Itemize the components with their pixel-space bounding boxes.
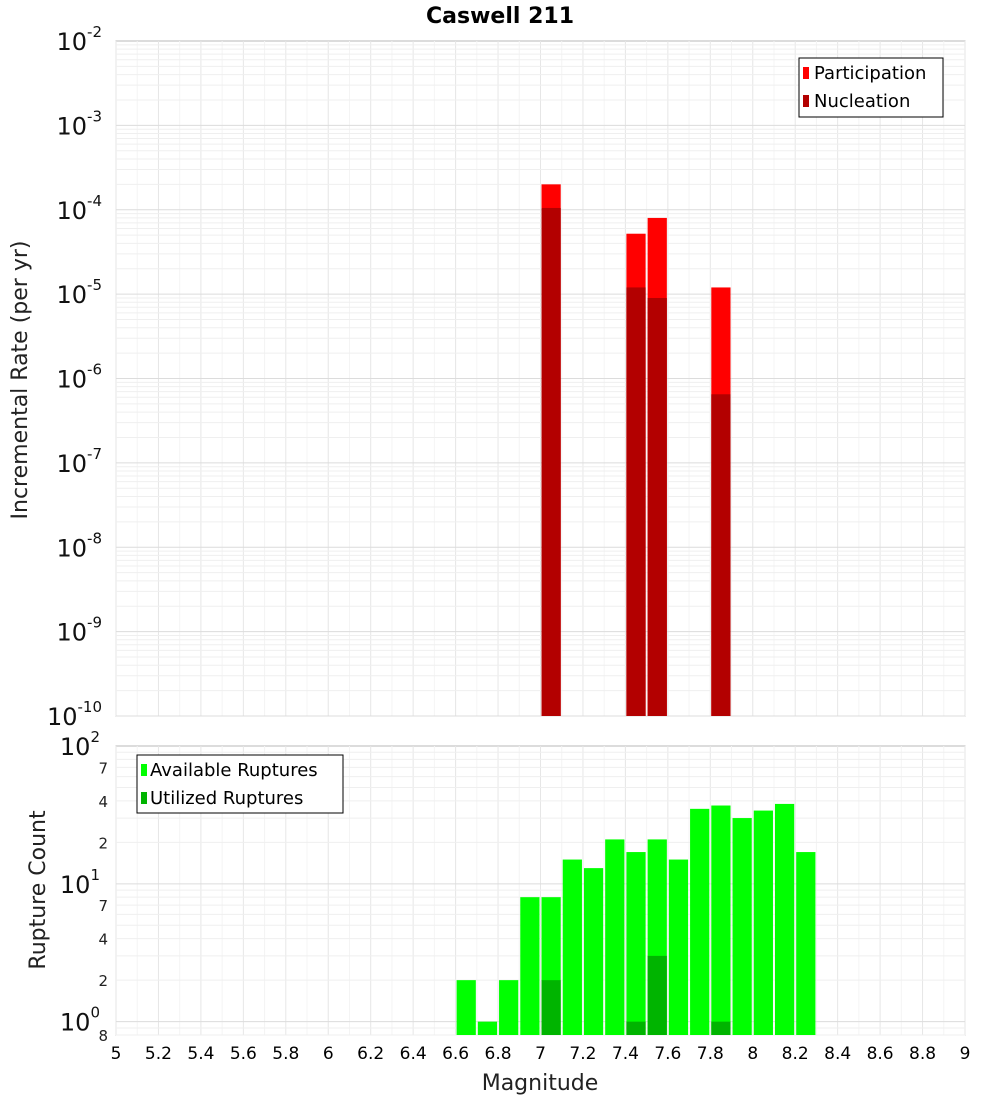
count-y-tick-label: 100 bbox=[60, 1004, 100, 1037]
x-tick-label: 5.2 bbox=[145, 1044, 172, 1064]
count-y-axis-label: Rupture Count bbox=[26, 810, 51, 970]
nucleation-legend-swatch bbox=[803, 95, 809, 107]
rate-gridlines bbox=[115, 41, 966, 717]
count-y-minor-tick-label: 2 bbox=[98, 834, 108, 852]
count-panel: 102 101 100 7 4 2 7 4 2 8 5 5.2 5.4 5.6 5.8 6 6.2 6.4 6.6… bbox=[26, 728, 970, 1096]
x-tick-label: 5 bbox=[111, 1044, 122, 1064]
count-y-ticks: 102 101 100 7 4 2 7 4 2 8 bbox=[60, 728, 108, 1045]
participation-legend-label: Participation bbox=[814, 63, 926, 84]
x-tick-label: 8.4 bbox=[824, 1044, 851, 1064]
x-tick-label: 5.8 bbox=[272, 1044, 299, 1064]
available-ruptures-bar bbox=[732, 818, 752, 1035]
x-tick-label: 7.4 bbox=[612, 1044, 639, 1064]
nucleation-bar bbox=[626, 287, 646, 716]
rate-panel: 10-2 10-3 10-4 10-5 10-6 10-7 10-8 10-9 10-10 In… bbox=[8, 23, 966, 731]
available-ruptures-bar bbox=[477, 1021, 498, 1035]
rate-y-tick-label: 10-7 bbox=[56, 445, 102, 478]
x-axis-label: Magnitude bbox=[482, 1071, 599, 1096]
x-tick-label: 5.4 bbox=[187, 1044, 214, 1064]
x-tick-label: 7 bbox=[535, 1044, 546, 1064]
x-tick-label: 6.4 bbox=[400, 1044, 427, 1064]
available-legend-label: Available Ruptures bbox=[150, 760, 318, 781]
count-y-tick-label: 102 bbox=[60, 728, 100, 761]
x-tick-label: 7.6 bbox=[654, 1044, 681, 1064]
count-y-minor-tick-label: 7 bbox=[98, 759, 108, 777]
available-ruptures-bar bbox=[583, 868, 604, 1035]
x-tick-label: 7.2 bbox=[569, 1044, 596, 1064]
rate-y-tick-label: 10-2 bbox=[56, 23, 102, 56]
x-tick-label: 9 bbox=[960, 1044, 971, 1064]
utilized-ruptures-bar bbox=[541, 980, 561, 1035]
x-tick-label: 6.6 bbox=[442, 1044, 469, 1064]
available-ruptures-bar bbox=[753, 810, 773, 1035]
count-bars bbox=[456, 803, 816, 1035]
rate-y-tick-label: 10-3 bbox=[56, 107, 102, 140]
nucleation-bar bbox=[541, 207, 561, 716]
available-ruptures-bar bbox=[668, 859, 689, 1035]
count-legend-box bbox=[136, 754, 344, 814]
count-y-minor-tick-label: 8 bbox=[98, 1027, 108, 1045]
available-ruptures-bar bbox=[711, 805, 731, 1035]
rate-legend-box bbox=[798, 57, 944, 118]
rate-y-tick-label: 10-10 bbox=[47, 698, 102, 731]
rate-y-axis-label: Incremental Rate (per yr) bbox=[8, 241, 33, 520]
count-y-minor-tick-label: 2 bbox=[98, 972, 108, 990]
x-tick-label: 6.2 bbox=[357, 1044, 384, 1064]
utilized-ruptures-bar bbox=[647, 955, 667, 1035]
chart-title: Caswell 211 bbox=[426, 4, 574, 29]
x-tick-label: 6 bbox=[323, 1044, 334, 1064]
utilized-legend-swatch bbox=[141, 792, 147, 804]
x-tick-label: 8.2 bbox=[782, 1044, 809, 1064]
utilized-ruptures-bar bbox=[711, 1021, 731, 1035]
x-tick-label: 8.8 bbox=[909, 1044, 936, 1064]
nucleation-legend-label: Nucleation bbox=[814, 91, 910, 112]
x-tick-label: 8 bbox=[747, 1044, 758, 1064]
count-y-minor-tick-label: 4 bbox=[98, 793, 108, 811]
rate-y-ticks: 10-2 10-3 10-4 10-5 10-6 10-7 10-8 10-9 10-10 bbox=[47, 23, 102, 731]
x-tick-label: 7.8 bbox=[697, 1044, 724, 1064]
available-ruptures-bar bbox=[796, 852, 816, 1035]
available-ruptures-bar bbox=[626, 852, 646, 1035]
available-ruptures-bar bbox=[562, 859, 582, 1035]
rate-y-tick-label: 10-5 bbox=[56, 276, 102, 309]
x-ticks: 5 5.2 5.4 5.6 5.8 6 6.2 6.4 6.6 6.8 7 7.2 7.4 7.6 7.8 8… bbox=[111, 1044, 971, 1064]
count-y-tick-label: 101 bbox=[60, 866, 100, 899]
count-y-minor-tick-label: 4 bbox=[98, 931, 108, 949]
x-tick-label: 6.8 bbox=[485, 1044, 512, 1064]
available-ruptures-bar bbox=[605, 839, 625, 1035]
count-y-minor-tick-label: 7 bbox=[98, 897, 108, 915]
utilized-ruptures-bar bbox=[626, 1021, 646, 1035]
nucleation-bar bbox=[711, 394, 731, 716]
available-legend-swatch bbox=[141, 764, 147, 776]
available-ruptures-bar bbox=[499, 980, 519, 1035]
rate-y-tick-label: 10-9 bbox=[56, 614, 102, 647]
available-ruptures-bar bbox=[690, 808, 710, 1035]
rate-legend[interactable]: Participation Nucleation bbox=[798, 57, 944, 118]
available-ruptures-bar bbox=[520, 897, 540, 1035]
x-tick-label: 8.6 bbox=[867, 1044, 894, 1064]
rate-y-tick-label: 10-4 bbox=[56, 192, 102, 225]
rate-bars bbox=[541, 184, 731, 717]
available-ruptures-bar bbox=[774, 803, 795, 1035]
participation-legend-swatch bbox=[803, 67, 809, 79]
rate-y-tick-label: 10-6 bbox=[56, 361, 102, 394]
available-ruptures-bar bbox=[456, 980, 476, 1035]
nucleation-bar bbox=[647, 297, 667, 716]
utilized-legend-label: Utilized Ruptures bbox=[150, 788, 303, 809]
rate-y-tick-label: 10-8 bbox=[56, 529, 102, 562]
x-tick-label: 5.6 bbox=[230, 1044, 257, 1064]
count-legend[interactable]: Available Ruptures Utilized Ruptures bbox=[136, 754, 344, 814]
